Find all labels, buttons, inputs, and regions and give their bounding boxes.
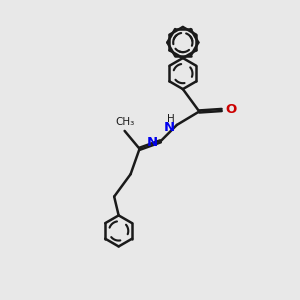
Text: N: N — [164, 121, 175, 134]
Text: O: O — [225, 103, 236, 116]
Text: CH₃: CH₃ — [115, 117, 134, 127]
Text: N: N — [147, 136, 158, 149]
Text: H: H — [167, 114, 175, 124]
